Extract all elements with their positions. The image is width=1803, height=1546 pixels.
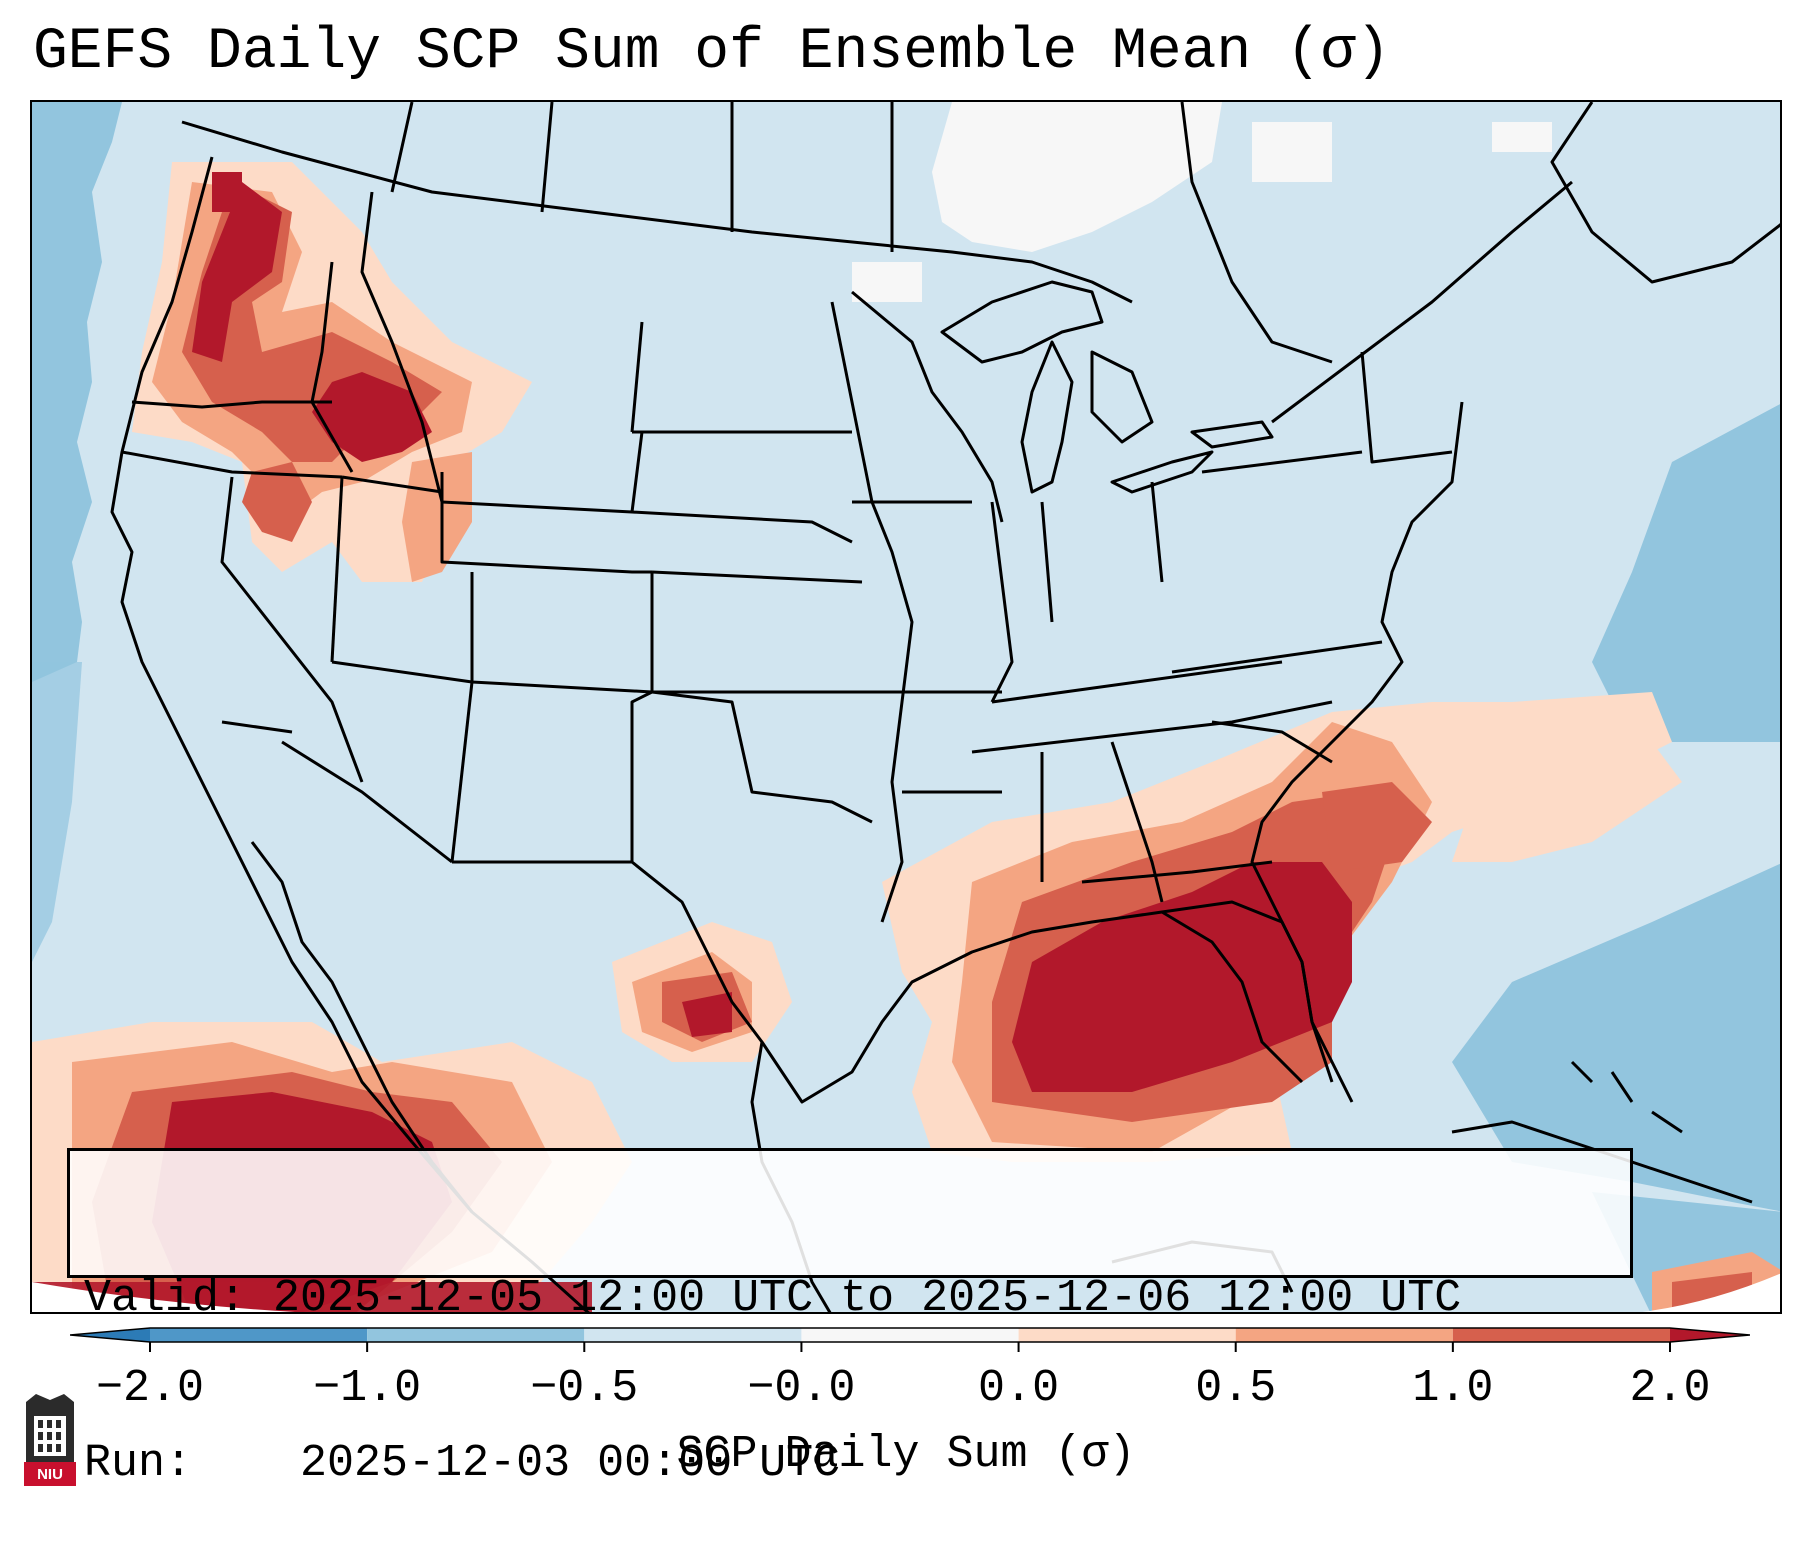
colorbar (70, 1327, 1750, 1352)
border-id-mt (360, 191, 444, 503)
border-sd-ne (631, 510, 853, 544)
border-ny-ne (1360, 351, 1453, 464)
field-wa-coast-max (212, 172, 242, 212)
field-utah-medium (402, 452, 472, 582)
border-nc-sc (1211, 720, 1333, 764)
border-ga-fl (1081, 860, 1273, 884)
border-il-in (990, 501, 1014, 703)
projection-mask-left (32, 1282, 296, 1312)
border-pa-ny (1201, 450, 1363, 474)
st-lawrence (1271, 180, 1573, 424)
border-az-nm (450, 681, 474, 863)
field-canada-neutral-3 (1252, 122, 1332, 182)
coast-atlantic (1250, 401, 1464, 1083)
map-panel (30, 100, 1782, 1314)
valid-value: 2025-12-05 12:00 UTC to 2025-12-06 12:00… (273, 1273, 1462, 1324)
border-oh-pa (1150, 481, 1164, 583)
run-line: Run: 2025-12-03 00:00 UTC (84, 1436, 1616, 1491)
border-ok-tx (651, 690, 873, 824)
bahamas (1570, 1060, 1683, 1134)
field-mexico-max (682, 992, 732, 1037)
border-va-nc (1171, 640, 1383, 674)
colorbar-extension-high (1670, 1328, 1750, 1342)
colorbar-label: SCP Daily Sum (σ) (676, 1429, 1136, 1480)
border-ca-nv (220, 476, 364, 783)
border-ut-az (331, 660, 473, 684)
border-ca-mex (221, 720, 293, 734)
niu-logo: NIU (22, 1392, 78, 1488)
field-canada-neutral-2 (852, 262, 922, 302)
border-ky-tn (991, 660, 1283, 704)
border-az-mex (281, 740, 453, 864)
colorbar-bin (150, 1328, 368, 1342)
colorbar-extension-low (70, 1328, 150, 1342)
field-canada-neutral (932, 102, 1222, 252)
projection-mask-right (1642, 1273, 1780, 1312)
border-or-ca-nv (121, 450, 343, 479)
colorbar-bin (1235, 1328, 1453, 1342)
map-canvas (32, 102, 1780, 1312)
colorbar-tick-label: −2.0 (95, 1363, 205, 1414)
field-canada-neutral-4 (1492, 122, 1552, 152)
province-borders (390, 102, 894, 252)
border-co (470, 572, 654, 694)
colorbar-tick-label: −1.0 (313, 1363, 422, 1414)
colorbar-bin (584, 1328, 802, 1342)
colorbar-bin (1452, 1328, 1670, 1342)
border-ne-ks (651, 570, 863, 584)
valid-label: Valid: (84, 1273, 247, 1324)
border-nv-ut (330, 476, 344, 663)
niu-logo-text: NIU (37, 1466, 63, 1483)
colorbar-bin (1018, 1328, 1236, 1342)
border-in-oh (1040, 501, 1054, 623)
niu-logo-icon (24, 1394, 76, 1486)
border-id-ut (341, 475, 443, 494)
field-pacific-negative (32, 102, 122, 682)
border-mt-nd (630, 321, 644, 433)
great-lakes-huron (1090, 350, 1154, 444)
border-tn-south (971, 700, 1333, 754)
border-nm-tx (452, 690, 653, 864)
field-se-medium (1322, 782, 1432, 872)
run-label: Run: (84, 1438, 247, 1489)
colorbar-tick-label: 1.0 (1412, 1363, 1494, 1414)
colorbar-bin (801, 1328, 1019, 1342)
field-pacific-negative-west (32, 662, 82, 962)
field-se-offshore-light (1452, 742, 1682, 862)
colorbar-tick-label: 0.0 (978, 1363, 1060, 1414)
great-lakes-superior (940, 280, 1104, 364)
border-mississippi-river (830, 301, 914, 923)
coast-pacific (110, 156, 414, 1143)
field-idaho-max (312, 372, 432, 462)
border-al-ga (1110, 741, 1164, 903)
field-gulf-max (1012, 862, 1352, 1092)
border-us-canada (181, 120, 1133, 304)
colorbar-tick-label: 0.5 (1195, 1363, 1277, 1414)
border-wa-or (131, 400, 332, 409)
field-pnw-max (192, 182, 282, 362)
great-lakes-ontario (1190, 420, 1274, 449)
great-lakes-erie (1110, 450, 1214, 494)
coast-hudson (1180, 102, 1333, 364)
colorbar-tick-label: 2.0 (1629, 1363, 1711, 1414)
valid-line: Valid: 2025-12-05 12:00 UTC to 2025-12-0… (84, 1271, 1616, 1326)
canada-coast-ne (1550, 102, 1780, 284)
coast-florida-gulf (1161, 910, 1304, 1084)
colorbar-tick-label: −0.0 (747, 1363, 856, 1414)
valid-run-info-box: Valid: 2025-12-05 12:00 UTC to 2025-12-0… (67, 1148, 1633, 1489)
state-borders (110, 102, 1780, 1312)
chart-title: GEFS Daily SCP Sum of Ensemble Mean (σ) (33, 20, 1391, 85)
colorbar-bin (367, 1328, 585, 1342)
field-atlantic-negative (1592, 404, 1780, 742)
field-nevada-strong (242, 462, 312, 542)
field-atlantic-negative-south (1452, 863, 1780, 1212)
colorbar-tick-label: −0.5 (530, 1363, 639, 1414)
run-value: 2025-12-03 00:00 UTC (300, 1438, 841, 1489)
great-lakes-michigan (1020, 340, 1074, 494)
border-wy (440, 472, 652, 574)
border-mn-wi (851, 290, 1004, 523)
border-or-id (310, 261, 354, 473)
